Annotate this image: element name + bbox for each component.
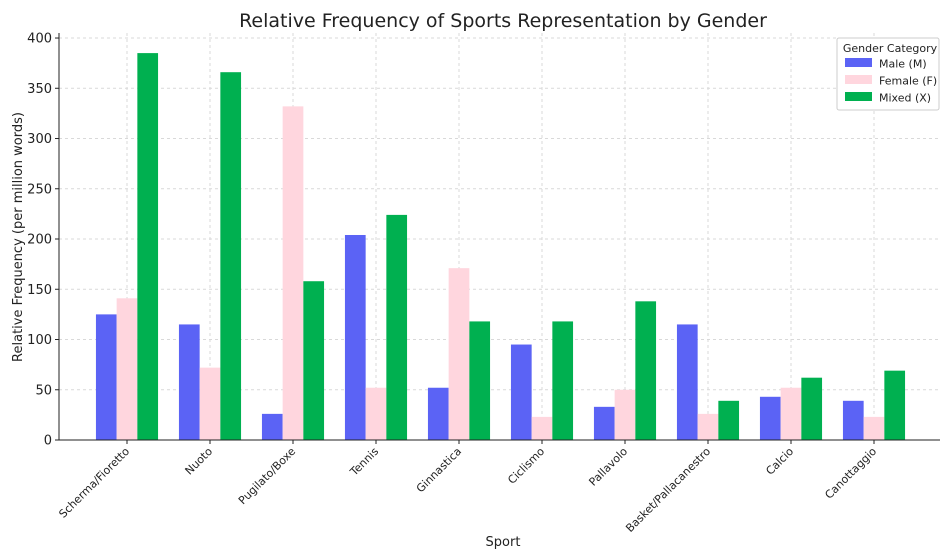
legend: Gender Category Male (M) Female (F) Mixed … xyxy=(836,37,940,111)
x-tick-label-basket-pallacanestro: Basket/Pallacanestro xyxy=(623,445,713,535)
bar-tennis-female-f xyxy=(365,387,387,440)
bar-pugilato-boxe-female-f xyxy=(282,106,304,440)
bar-scherma-fioretto-mixed-x xyxy=(137,53,159,441)
bar-ginnastica-male-m xyxy=(427,387,449,440)
bar-pallavolo-female-f xyxy=(614,389,636,440)
legend-label-female-f: Female (F) xyxy=(879,75,937,88)
bar-ciclismo-mixed-x xyxy=(552,321,574,440)
y-tick-label: 150 xyxy=(27,283,52,298)
bar-ciclismo-male-m xyxy=(510,344,532,440)
x-tick-label-calcio: Calcio xyxy=(763,445,796,478)
legend-swatch-male-m xyxy=(845,58,872,67)
bar-scherma-fioretto-female-f xyxy=(116,298,138,440)
bar-canottaggio-mixed-x xyxy=(884,370,906,440)
x-tick-label-canottaggio: Canottaggio xyxy=(822,445,879,502)
y-ticks: 0 50 100 150 200 250 300 350 400 xyxy=(27,32,59,449)
bar-ginnastica-female-f xyxy=(448,268,470,440)
bar-scherma-fioretto-male-m xyxy=(95,314,117,440)
y-axis-label: Relative Frequency (per million words) xyxy=(11,112,26,362)
bar-canottaggio-female-f xyxy=(863,416,885,440)
bar-tennis-mixed-x xyxy=(386,214,408,440)
bar-ciclismo-female-f xyxy=(531,416,553,440)
x-tick-label-pugilato-boxe: Pugilato/Boxe xyxy=(236,445,298,507)
y-tick-label: 350 xyxy=(27,82,52,97)
x-tick-label-tennis: Tennis xyxy=(347,445,381,479)
bar-calcio-mixed-x xyxy=(801,377,823,440)
bar-nuoto-male-m xyxy=(178,324,200,440)
bar-calcio-male-m xyxy=(759,396,781,440)
bar-nuoto-female-f xyxy=(199,367,221,440)
x-tick-label-ciclismo: Ciclismo xyxy=(505,445,547,487)
x-ticks: Scherma/Fioretto Nuoto Pugilato/Boxe Tennis… xyxy=(56,440,879,535)
legend-label-mixed-x: Mixed (X) xyxy=(879,92,931,105)
y-tick-label: 100 xyxy=(27,333,52,348)
y-tick-label: 50 xyxy=(35,383,52,398)
y-tick-label: 250 xyxy=(27,182,52,197)
x-tick-label-pallavolo: Pallavolo xyxy=(586,445,630,489)
legend-label-male-m: Male (M) xyxy=(879,58,927,71)
y-tick-label: 200 xyxy=(27,233,52,248)
bar-ginnastica-mixed-x xyxy=(469,321,491,440)
bars-layer xyxy=(95,53,906,441)
legend-items: Male (M) Female (F) Mixed (X) xyxy=(845,58,937,105)
bar-calcio-female-f xyxy=(780,387,802,440)
bar-pallavolo-male-m xyxy=(593,406,615,440)
legend-swatch-female-f xyxy=(845,75,872,84)
bar-basket-pallacanestro-female-f xyxy=(697,413,719,440)
bar-tennis-male-m xyxy=(344,234,366,440)
bar-nuoto-mixed-x xyxy=(220,72,242,440)
legend-title: Gender Category xyxy=(843,42,938,55)
bar-basket-pallacanestro-male-m xyxy=(676,324,698,440)
x-axis-label: Sport xyxy=(486,535,521,550)
y-tick-label: 400 xyxy=(27,32,52,47)
chart-title: Relative Frequency of Sports Representat… xyxy=(239,10,767,32)
legend-swatch-mixed-x xyxy=(845,92,872,101)
bar-canottaggio-male-m xyxy=(842,400,864,440)
x-tick-label-ginnastica: Ginnastica xyxy=(414,445,464,495)
bar-basket-pallacanestro-mixed-x xyxy=(718,400,740,440)
bar-pugilato-boxe-mixed-x xyxy=(303,281,325,440)
x-tick-label-nuoto: Nuoto xyxy=(183,445,216,478)
bar-pugilato-boxe-male-m xyxy=(261,413,283,440)
y-tick-label: 300 xyxy=(27,132,52,147)
x-tick-label-scherma-fioretto: Scherma/Fioretto xyxy=(56,445,132,521)
y-tick-label: 0 xyxy=(44,434,52,449)
bar-pallavolo-mixed-x xyxy=(635,301,657,440)
